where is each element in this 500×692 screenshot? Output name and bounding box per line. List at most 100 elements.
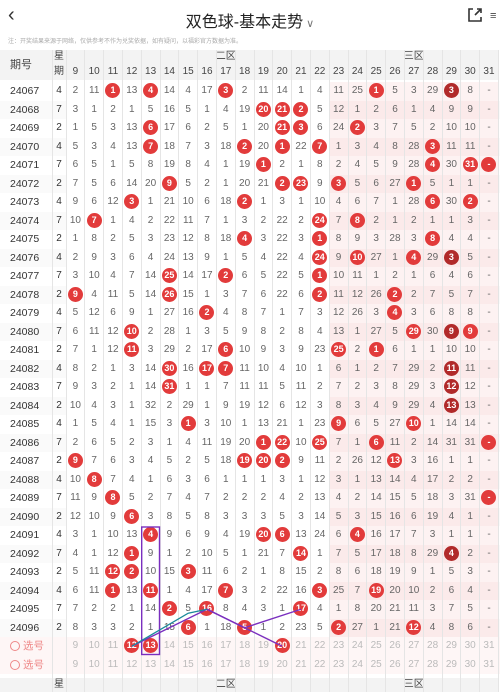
number-cell: 4: [310, 600, 330, 619]
select-number-cell[interactable]: 23: [329, 637, 348, 656]
select-number-cell[interactable]: 25: [367, 637, 386, 656]
select-number-cell[interactable]: 30: [461, 637, 480, 656]
number-cell: 5: [404, 489, 424, 508]
select-number-cell[interactable]: 11: [104, 656, 123, 675]
number-cell: 1: [103, 82, 123, 101]
number-cell: 2: [348, 489, 367, 508]
number-cell: 5: [216, 544, 236, 563]
menu-icon[interactable]: ≡: [490, 10, 497, 22]
select-number-cell[interactable]: 14: [160, 656, 179, 675]
drawn-ball: 12: [105, 564, 121, 579]
miss-count: 2: [110, 603, 116, 614]
select-number-cell[interactable]: 23: [329, 656, 348, 675]
select-number-cell[interactable]: 27: [404, 637, 423, 656]
select-number-cell[interactable]: 12: [122, 656, 141, 675]
select-number-cell[interactable]: 29: [442, 637, 461, 656]
select-number-cell[interactable]: 20: [273, 656, 292, 675]
select-number-cell[interactable]: 21: [292, 656, 311, 675]
number-cell: 23: [310, 341, 330, 360]
select-number-cell[interactable]: 10: [85, 656, 104, 675]
number-cell: 2: [366, 211, 386, 230]
number-cell: 3: [254, 507, 273, 526]
drawn-ball: -: [481, 434, 497, 450]
number-cell: 3: [197, 137, 217, 156]
select-number-cell[interactable]: 27: [404, 656, 423, 675]
select-row-label[interactable]: 选号: [0, 637, 66, 656]
select-number-cell[interactable]: 26: [386, 637, 405, 656]
number-cell: 5: [122, 489, 142, 508]
number-cell: 1: [366, 341, 386, 360]
number-cell: 29: [404, 359, 424, 378]
miss-count: 1: [147, 473, 154, 485]
number-cell: 7: [216, 581, 236, 600]
number-cell: 2: [329, 156, 348, 175]
share-icon[interactable]: [466, 6, 484, 29]
issue-header-label[interactable]: 期号: [10, 59, 32, 71]
select-number-cell[interactable]: 25: [367, 656, 386, 675]
select-number-cell[interactable]: 26: [386, 656, 405, 675]
select-number-cell[interactable]: 18: [235, 637, 254, 656]
select-number-cell[interactable]: 28: [423, 637, 442, 656]
select-number-cell[interactable]: 16: [198, 656, 217, 675]
number-cell: 20: [254, 137, 273, 156]
select-number-cell[interactable]: 17: [216, 656, 235, 675]
miss-count: 12: [295, 399, 307, 411]
select-number-cell[interactable]: 31: [480, 637, 499, 656]
number-cell: 1: [216, 156, 236, 175]
radio-circle-icon[interactable]: [10, 659, 20, 670]
page-title[interactable]: 双色球-基本走势 ∨: [0, 8, 500, 32]
number-cell: 13: [122, 526, 142, 545]
number-cell: 17: [160, 119, 179, 138]
miss-count: 13: [464, 399, 476, 411]
miss-count: 1: [448, 455, 455, 466]
select-number-cell[interactable]: 18: [235, 656, 254, 675]
select-number-cell[interactable]: 31: [480, 656, 499, 675]
select-number-cell[interactable]: 22: [310, 637, 329, 656]
select-number-cell[interactable]: 30: [461, 656, 480, 675]
select-number-cell[interactable]: 24: [348, 656, 367, 675]
select-number-cell[interactable]: 17: [216, 637, 235, 656]
number-cell: 1: [423, 341, 442, 360]
select-number-cell[interactable]: 10: [85, 637, 104, 656]
miss-count: 5: [373, 159, 379, 170]
select-number-cell[interactable]: 21: [292, 637, 311, 656]
select-number-cell[interactable]: 19: [254, 637, 273, 656]
miss-count: 2: [129, 621, 135, 633]
miss-count: 10: [220, 418, 232, 429]
select-number-cell[interactable]: 14: [160, 637, 179, 656]
number-cell: 3: [216, 507, 236, 526]
grid-line: [178, 50, 180, 692]
select-row-label[interactable]: 选号: [0, 656, 66, 675]
number-cell: 2: [84, 359, 104, 378]
miss-count: 2: [72, 436, 79, 448]
number-cell: 1: [216, 211, 236, 230]
select-number-cell[interactable]: 9: [66, 637, 85, 656]
issue-header[interactable]: [0, 50, 52, 80]
selected-ball[interactable]: 13: [143, 638, 159, 653]
miss-count: 3: [91, 621, 97, 633]
number-cell: 1: [404, 174, 424, 193]
select-number-cell[interactable]: 16: [198, 637, 217, 656]
number-cell: 3: [84, 137, 104, 156]
select-number-cell[interactable]: 13: [141, 656, 160, 675]
select-number-cell[interactable]: 24: [348, 637, 367, 656]
number-cell: -: [479, 341, 499, 360]
select-number-cell[interactable]: 11: [104, 637, 123, 656]
back-chevron-icon[interactable]: ‹: [8, 4, 15, 26]
select-number-cell[interactable]: 28: [423, 656, 442, 675]
select-number-cell[interactable]: 15: [179, 637, 198, 656]
weekday: 7: [56, 325, 62, 337]
miss-count: 4: [110, 418, 116, 429]
column-number-10: 10: [84, 64, 104, 80]
select-number-cell[interactable]: 13: [141, 637, 160, 656]
select-number-cell[interactable]: 9: [66, 656, 85, 675]
select-number-cell[interactable]: 29: [442, 656, 461, 675]
miss-count: 21: [389, 603, 401, 614]
drawn-ball: 1: [368, 83, 384, 98]
radio-circle-icon[interactable]: [10, 641, 20, 652]
miss-count: 2: [317, 381, 323, 392]
select-number-cell[interactable]: 19: [254, 656, 273, 675]
select-number: 15: [182, 658, 194, 670]
select-number-cell[interactable]: 15: [179, 656, 198, 675]
select-number-cell[interactable]: 22: [310, 656, 329, 675]
